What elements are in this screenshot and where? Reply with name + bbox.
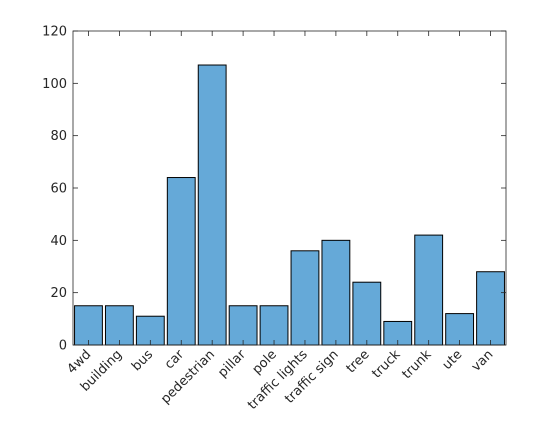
bars-group bbox=[74, 64, 505, 346]
bar-van bbox=[476, 271, 505, 346]
x-tick-label: tree bbox=[344, 347, 373, 376]
bar-ute bbox=[445, 313, 475, 346]
bar-tree bbox=[352, 281, 382, 346]
bar-traffic-sign bbox=[321, 239, 351, 346]
y-tick-label: 40 bbox=[50, 234, 67, 249]
y-tick-label: 60 bbox=[50, 182, 67, 197]
x-tick-label: pillar bbox=[215, 347, 249, 381]
y-tick-label: 120 bbox=[42, 25, 67, 40]
x-tick-label: trunk bbox=[400, 347, 435, 382]
bar-pole bbox=[259, 305, 289, 346]
bar-trunk bbox=[414, 234, 444, 346]
x-tick-label: ute bbox=[440, 347, 466, 373]
y-tick-label: 100 bbox=[42, 77, 67, 92]
y-ticks-group: 0 20 40 60 80 100 120 bbox=[42, 25, 506, 354]
bar-4wd bbox=[74, 305, 103, 346]
y-tick-label: 20 bbox=[50, 286, 67, 301]
bar-car bbox=[166, 177, 196, 346]
bar-traffic-lights bbox=[290, 250, 320, 346]
x-tick-label: bus bbox=[129, 347, 156, 374]
bar-pedestrian bbox=[197, 64, 227, 346]
bar-pillar bbox=[228, 305, 258, 346]
x-tick-label: van bbox=[469, 347, 497, 375]
y-tick-label: 0 bbox=[59, 339, 67, 354]
x-tick-label: car bbox=[162, 347, 188, 373]
bar-building bbox=[104, 305, 134, 346]
y-tick-label: 80 bbox=[50, 129, 67, 144]
x-tick-label: truck bbox=[369, 347, 404, 382]
